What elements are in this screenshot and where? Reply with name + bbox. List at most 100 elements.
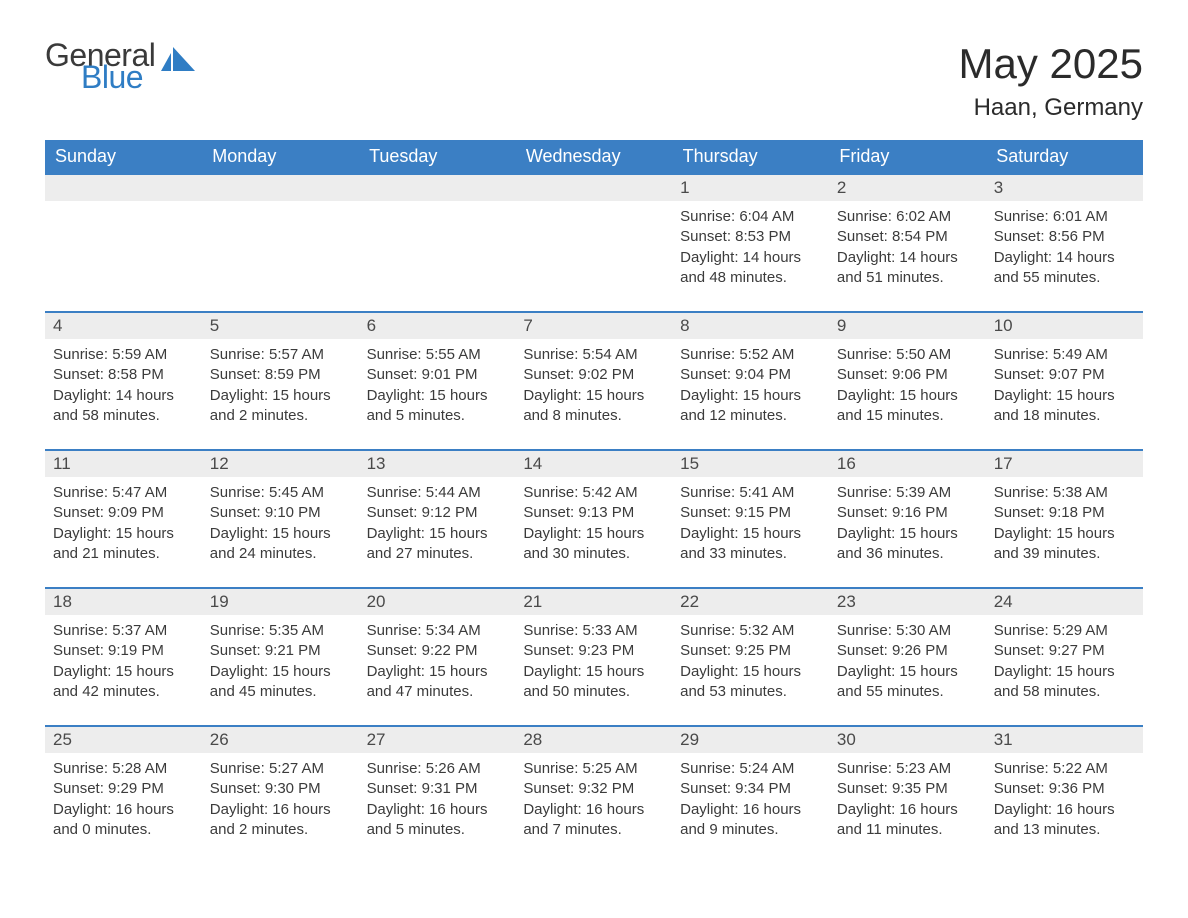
day-content: Sunrise: 6:02 AMSunset: 8:54 PMDaylight:…	[829, 201, 986, 298]
sunset-text: Sunset: 9:26 PM	[837, 641, 978, 661]
daylight-text: Daylight: 14 hours and 55 minutes.	[994, 248, 1135, 289]
daylight-text: Daylight: 16 hours and 11 minutes.	[837, 800, 978, 841]
sunrise-text: Sunrise: 5:24 AM	[680, 759, 821, 779]
sunset-text: Sunset: 9:10 PM	[210, 503, 351, 523]
week-row: 11Sunrise: 5:47 AMSunset: 9:09 PMDayligh…	[45, 450, 1143, 588]
sunrise-text: Sunrise: 5:29 AM	[994, 621, 1135, 641]
daylight-text: Daylight: 15 hours and 21 minutes.	[53, 524, 194, 565]
sunset-text: Sunset: 9:02 PM	[523, 365, 664, 385]
daylight-text: Daylight: 15 hours and 42 minutes.	[53, 662, 194, 703]
sunset-text: Sunset: 9:07 PM	[994, 365, 1135, 385]
sunrise-text: Sunrise: 5:28 AM	[53, 759, 194, 779]
day-content: Sunrise: 5:37 AMSunset: 9:19 PMDaylight:…	[45, 615, 202, 712]
day-number: 2	[829, 175, 986, 201]
day-cell: 6Sunrise: 5:55 AMSunset: 9:01 PMDaylight…	[359, 312, 516, 450]
day-content: Sunrise: 5:39 AMSunset: 9:16 PMDaylight:…	[829, 477, 986, 574]
sunset-text: Sunset: 8:58 PM	[53, 365, 194, 385]
day-content: Sunrise: 5:54 AMSunset: 9:02 PMDaylight:…	[515, 339, 672, 436]
week-row: 25Sunrise: 5:28 AMSunset: 9:29 PMDayligh…	[45, 726, 1143, 864]
daylight-text: Daylight: 15 hours and 55 minutes.	[837, 662, 978, 703]
daylight-text: Daylight: 16 hours and 7 minutes.	[523, 800, 664, 841]
dow-header: Friday	[829, 140, 986, 174]
logo: General Blue	[45, 40, 195, 93]
day-number: 29	[672, 727, 829, 753]
week-row: 4Sunrise: 5:59 AMSunset: 8:58 PMDaylight…	[45, 312, 1143, 450]
day-cell: 23Sunrise: 5:30 AMSunset: 9:26 PMDayligh…	[829, 588, 986, 726]
daylight-text: Daylight: 15 hours and 47 minutes.	[367, 662, 508, 703]
calendar-table: SundayMondayTuesdayWednesdayThursdayFrid…	[45, 140, 1143, 864]
day-content: Sunrise: 5:30 AMSunset: 9:26 PMDaylight:…	[829, 615, 986, 712]
sunrise-text: Sunrise: 5:30 AM	[837, 621, 978, 641]
day-cell: 27Sunrise: 5:26 AMSunset: 9:31 PMDayligh…	[359, 726, 516, 864]
sunset-text: Sunset: 9:35 PM	[837, 779, 978, 799]
day-number: 17	[986, 451, 1143, 477]
day-content: Sunrise: 5:22 AMSunset: 9:36 PMDaylight:…	[986, 753, 1143, 850]
daylight-text: Daylight: 14 hours and 48 minutes.	[680, 248, 821, 289]
day-cell: 10Sunrise: 5:49 AMSunset: 9:07 PMDayligh…	[986, 312, 1143, 450]
day-content: Sunrise: 5:41 AMSunset: 9:15 PMDaylight:…	[672, 477, 829, 574]
day-number: 13	[359, 451, 516, 477]
title-block: May 2025 Haan, Germany	[959, 40, 1143, 122]
day-content: Sunrise: 5:35 AMSunset: 9:21 PMDaylight:…	[202, 615, 359, 712]
daylight-text: Daylight: 15 hours and 36 minutes.	[837, 524, 978, 565]
day-content: Sunrise: 5:49 AMSunset: 9:07 PMDaylight:…	[986, 339, 1143, 436]
sunset-text: Sunset: 9:06 PM	[837, 365, 978, 385]
daylight-text: Daylight: 15 hours and 12 minutes.	[680, 386, 821, 427]
day-number: 28	[515, 727, 672, 753]
day-content: Sunrise: 5:44 AMSunset: 9:12 PMDaylight:…	[359, 477, 516, 574]
day-cell: 20Sunrise: 5:34 AMSunset: 9:22 PMDayligh…	[359, 588, 516, 726]
sunrise-text: Sunrise: 5:38 AM	[994, 483, 1135, 503]
day-cell: 25Sunrise: 5:28 AMSunset: 9:29 PMDayligh…	[45, 726, 202, 864]
daylight-text: Daylight: 15 hours and 5 minutes.	[367, 386, 508, 427]
sunrise-text: Sunrise: 5:35 AM	[210, 621, 351, 641]
daylight-text: Daylight: 16 hours and 5 minutes.	[367, 800, 508, 841]
sunset-text: Sunset: 9:34 PM	[680, 779, 821, 799]
daylight-text: Daylight: 15 hours and 33 minutes.	[680, 524, 821, 565]
daylight-text: Daylight: 14 hours and 51 minutes.	[837, 248, 978, 289]
sunrise-text: Sunrise: 5:33 AM	[523, 621, 664, 641]
sunrise-text: Sunrise: 5:41 AM	[680, 483, 821, 503]
day-content: Sunrise: 5:26 AMSunset: 9:31 PMDaylight:…	[359, 753, 516, 850]
day-cell: 21Sunrise: 5:33 AMSunset: 9:23 PMDayligh…	[515, 588, 672, 726]
day-content: Sunrise: 5:32 AMSunset: 9:25 PMDaylight:…	[672, 615, 829, 712]
day-cell	[359, 174, 516, 312]
daylight-text: Daylight: 15 hours and 30 minutes.	[523, 524, 664, 565]
day-content: Sunrise: 5:45 AMSunset: 9:10 PMDaylight:…	[202, 477, 359, 574]
day-number: 3	[986, 175, 1143, 201]
day-cell: 28Sunrise: 5:25 AMSunset: 9:32 PMDayligh…	[515, 726, 672, 864]
day-number: 8	[672, 313, 829, 339]
logo-text-blue: Blue	[81, 62, 155, 92]
day-number: 5	[202, 313, 359, 339]
sunset-text: Sunset: 9:01 PM	[367, 365, 508, 385]
sunrise-text: Sunrise: 5:55 AM	[367, 345, 508, 365]
sunset-text: Sunset: 9:18 PM	[994, 503, 1135, 523]
day-number: 11	[45, 451, 202, 477]
day-number: 14	[515, 451, 672, 477]
daylight-text: Daylight: 15 hours and 39 minutes.	[994, 524, 1135, 565]
sunrise-text: Sunrise: 5:50 AM	[837, 345, 978, 365]
sunset-text: Sunset: 9:22 PM	[367, 641, 508, 661]
day-number: 19	[202, 589, 359, 615]
day-number: 16	[829, 451, 986, 477]
daylight-text: Daylight: 14 hours and 58 minutes.	[53, 386, 194, 427]
day-number	[202, 175, 359, 201]
day-number: 4	[45, 313, 202, 339]
day-content: Sunrise: 5:23 AMSunset: 9:35 PMDaylight:…	[829, 753, 986, 850]
sunrise-text: Sunrise: 5:59 AM	[53, 345, 194, 365]
month-title: May 2025	[959, 40, 1143, 88]
sunrise-text: Sunrise: 5:57 AM	[210, 345, 351, 365]
sunrise-text: Sunrise: 5:23 AM	[837, 759, 978, 779]
day-number: 10	[986, 313, 1143, 339]
sunrise-text: Sunrise: 5:34 AM	[367, 621, 508, 641]
sunset-text: Sunset: 9:09 PM	[53, 503, 194, 523]
dow-header: Tuesday	[359, 140, 516, 174]
sunrise-text: Sunrise: 6:01 AM	[994, 207, 1135, 227]
day-content: Sunrise: 5:27 AMSunset: 9:30 PMDaylight:…	[202, 753, 359, 850]
day-content: Sunrise: 5:52 AMSunset: 9:04 PMDaylight:…	[672, 339, 829, 436]
dow-header: Saturday	[986, 140, 1143, 174]
day-number: 23	[829, 589, 986, 615]
logo-flag-icon	[161, 47, 195, 71]
sunrise-text: Sunrise: 5:45 AM	[210, 483, 351, 503]
daylight-text: Daylight: 16 hours and 9 minutes.	[680, 800, 821, 841]
day-cell: 17 Sunrise: 5:38 AMSunset: 9:18 PMDayligh…	[986, 450, 1143, 588]
